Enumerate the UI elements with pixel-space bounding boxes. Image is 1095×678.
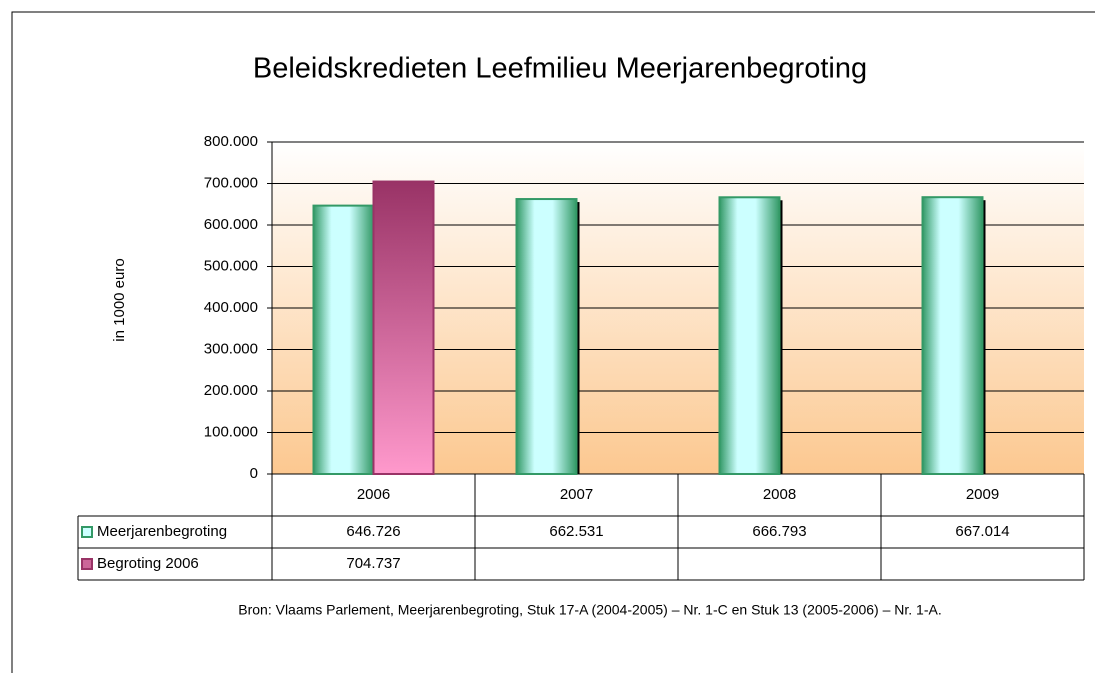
y-tick-label: 100.000: [204, 423, 258, 440]
table-value: 662.531: [549, 523, 603, 540]
y-tick-label: 200.000: [204, 382, 258, 399]
legend-label: Begroting 2006: [97, 555, 199, 572]
x-tick-label: 2007: [560, 486, 593, 503]
y-tick-label: 700.000: [204, 174, 258, 191]
x-tick-label: 2009: [966, 486, 999, 503]
source-note: Bron: Vlaams Parlement, Meerjarenbegroti…: [238, 602, 941, 618]
y-tick-label: 0: [250, 465, 258, 482]
legend-label: Meerjarenbegroting: [97, 523, 227, 540]
y-tick-label: 600.000: [204, 216, 258, 233]
frame: [11, 11, 1095, 678]
bar: [515, 198, 578, 476]
table-value: 666.793: [752, 523, 806, 540]
y-tick-label: 300.000: [204, 340, 258, 357]
bar: [312, 204, 375, 475]
x-tick-label: 2006: [357, 486, 390, 503]
table-value: 646.726: [346, 523, 400, 540]
table-value: 667.014: [955, 523, 1009, 540]
bar: [372, 180, 435, 475]
y-tick-label: 800.000: [204, 133, 258, 150]
y-tick-label: 400.000: [204, 299, 258, 316]
bar: [718, 196, 781, 475]
legend-marker: [81, 558, 93, 570]
table-value: 704.737: [346, 555, 400, 572]
bar: [921, 196, 984, 476]
chart-title: Beleidskredieten Leefmilieu Meerjarenbeg…: [253, 53, 867, 85]
legend-marker: [81, 526, 93, 538]
x-tick-label: 2008: [763, 486, 796, 503]
y-tick-label: 500.000: [204, 257, 258, 274]
y-axis-label: in 1000 euro: [111, 258, 128, 341]
